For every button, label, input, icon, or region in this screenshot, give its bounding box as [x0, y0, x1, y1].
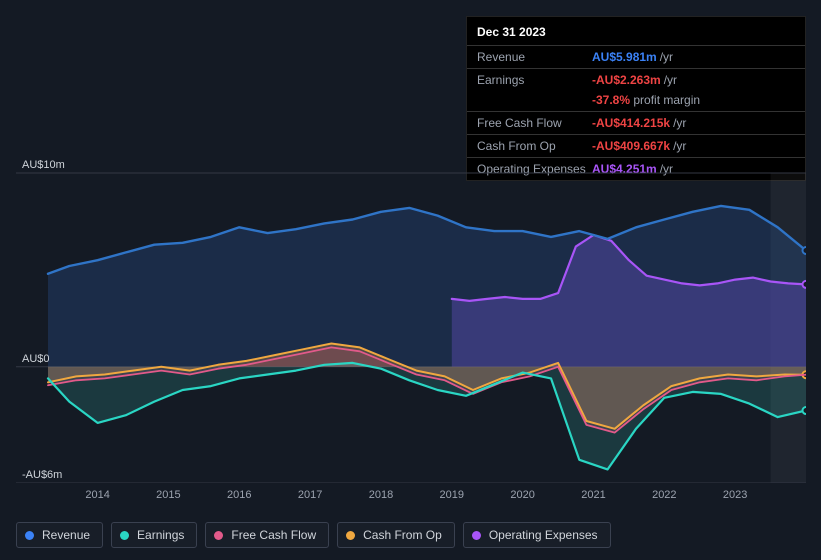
legend-swatch: [214, 531, 223, 540]
legend-swatch: [346, 531, 355, 540]
y-axis-tick-label: -AU$6m: [22, 469, 62, 481]
line-chart[interactable]: AU$10mAU$0-AU$6m 20142015201620172018201…: [16, 158, 806, 483]
x-axis-tick-label: 2018: [369, 489, 393, 501]
x-axis-tick-label: 2017: [298, 489, 322, 501]
legend-swatch: [472, 531, 481, 540]
hover-tooltip: Dec 31 2023 RevenueAU$5.981m/yrEarnings-…: [466, 16, 806, 181]
legend-label: Earnings: [137, 528, 184, 542]
legend-item[interactable]: Operating Expenses: [463, 522, 611, 548]
tooltip-row-value: -AU$2.263m/yr: [592, 73, 795, 87]
x-axis-tick-label: 2023: [723, 489, 747, 501]
legend-item[interactable]: Earnings: [111, 522, 197, 548]
x-axis-labels: 2014 2015 2016 2017 2018 2019 2020 2021 2022 2023: [16, 483, 806, 503]
tooltip-row-value: -AU$414.215k/yr: [592, 116, 795, 130]
legend-label: Free Cash Flow: [231, 528, 316, 542]
y-axis-tick-label: AU$10m: [22, 159, 65, 171]
x-axis-tick-label: 2014: [85, 489, 109, 501]
legend-label: Revenue: [42, 528, 90, 542]
legend-label: Operating Expenses: [489, 528, 598, 542]
legend-swatch: [25, 531, 34, 540]
tooltip-row-value: AU$5.981m/yr: [592, 50, 795, 64]
tooltip-row-label: Free Cash Flow: [477, 116, 592, 130]
tooltip-row-label: Revenue: [477, 50, 592, 64]
y-axis-tick-label: AU$0: [22, 353, 50, 365]
tooltip-row-label: Cash From Op: [477, 139, 592, 153]
tooltip-row: Cash From Op-AU$409.667k/yr: [467, 134, 805, 157]
tooltip-date: Dec 31 2023: [467, 17, 805, 46]
x-axis-tick-label: 2016: [227, 489, 251, 501]
legend-item[interactable]: Revenue: [16, 522, 103, 548]
legend-item[interactable]: Cash From Op: [337, 522, 455, 548]
tooltip-row-sub: -37.8% profit margin: [467, 91, 805, 111]
legend-item[interactable]: Free Cash Flow: [205, 522, 329, 548]
x-axis-tick-label: 2015: [156, 489, 180, 501]
x-axis-tick-label: 2019: [440, 489, 464, 501]
tooltip-row: Free Cash Flow-AU$414.215k/yr: [467, 111, 805, 134]
chart-stage: Dec 31 2023 RevenueAU$5.981m/yrEarnings-…: [0, 0, 821, 560]
tooltip-row: RevenueAU$5.981m/yr: [467, 46, 805, 68]
legend-label: Cash From Op: [363, 528, 442, 542]
tooltip-row-label: Earnings: [477, 73, 592, 87]
x-axis-tick-label: 2021: [581, 489, 605, 501]
chart-legend: Revenue Earnings Free Cash Flow Cash From O…: [16, 522, 611, 548]
legend-swatch: [120, 531, 129, 540]
tooltip-row-value: -AU$409.667k/yr: [592, 139, 795, 153]
tooltip-row: Earnings-AU$2.263m/yr: [467, 68, 805, 91]
x-axis-tick-label: 2020: [510, 489, 534, 501]
chart-svg: [16, 158, 806, 483]
x-axis-tick-label: 2022: [652, 489, 676, 501]
